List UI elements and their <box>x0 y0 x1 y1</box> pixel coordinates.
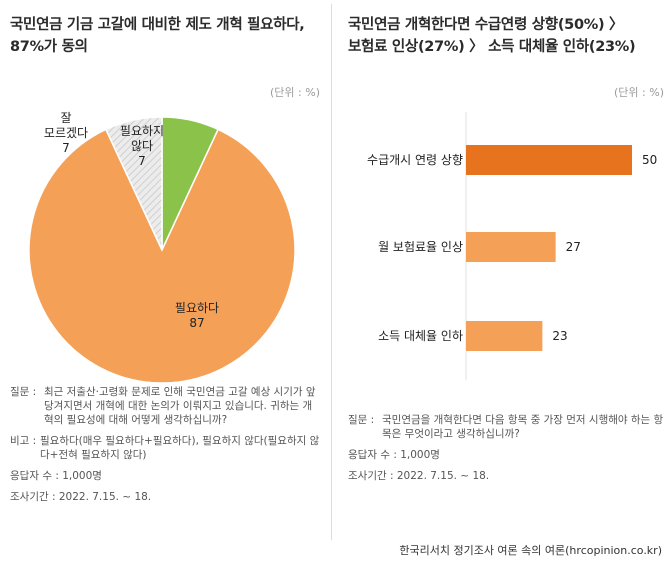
pie-slice-label: 잘 <box>60 111 71 125</box>
left-panel: 국민연금 기금 고갈에 대비한 제도 개혁 필요하다, 87%가 동의 (단위 … <box>0 0 336 540</box>
bar-value-label: 23 <box>552 329 567 343</box>
left-remark: 비고 : 필요하다(매우 필요하다+필요하다), 필요하지 않다(필요하지 않다… <box>10 434 320 462</box>
pie-slice-label: 모르겠다 <box>44 126 88 140</box>
bar-category-label: 수급개시 연령 상향 <box>367 153 463 167</box>
bar-1 <box>466 145 632 175</box>
panel-divider <box>331 4 332 540</box>
pie-slice <box>104 116 163 251</box>
left-title-line-1: 국민연금 기금 고갈에 대비한 제도 개혁 필요하다, <box>10 17 305 33</box>
bar-3 <box>466 321 543 351</box>
left-question-key: 질문 : <box>10 386 37 398</box>
left-unit-label: (단위 : %) <box>270 86 320 99</box>
left-question: 질문 : 최근 저출산·고령화 문제로 인해 국민연금 고갈 예상 시기가 앞당… <box>10 385 320 427</box>
left-respondents: 응답자 수 : 1,000명 <box>10 470 102 482</box>
right-question: 질문 : 국민연금을 개혁한다면 다음 항목 중 가장 먼저 시행해야 하는 항… <box>348 413 666 441</box>
right-title-line-1: 국민연금 개혁한다면 수급연령 상향(50%) 〉 <box>348 17 624 33</box>
left-remark-key: 비고 : <box>10 435 37 447</box>
pie-value-label: 7 <box>62 141 70 155</box>
pie-slice-label: 않다 <box>131 139 153 153</box>
left-title-line-2: 87%가 동의 <box>10 39 88 55</box>
right-question-key: 질문 : <box>348 414 375 426</box>
bar-value-label: 50 <box>642 153 657 167</box>
right-period: 조사기간 : 2022. 7.15. ~ 18. <box>348 470 490 482</box>
right-title-line-2: 보험료 인상(27%) 〉 소득 대체율 인하(23%) <box>348 39 636 55</box>
right-panel: 국민연금 개혁한다면 수급연령 상향(50%) 〉 보험료 인상(27%) 〉 … <box>336 0 672 482</box>
bar-category-label: 월 보험료율 인상 <box>378 240 463 254</box>
left-period: 조사기간 : 2022. 7.15. ~ 18. <box>10 491 152 503</box>
left-remark-text: 필요하다(매우 필요하다+필요하다), 필요하지 않다(필요하지 않다+전혀 필… <box>40 435 320 461</box>
source-footer: 한국리서치 정기조사 여론 속의 여론(hrcopinion.co.kr) <box>399 544 662 557</box>
pie-value-label: 7 <box>138 154 146 168</box>
right-respondents: 응답자 수 : 1,000명 <box>348 449 440 461</box>
pie-slice-label: 필요하다 <box>175 301 219 315</box>
right-notes: 질문 : 국민연금을 개혁한다면 다음 항목 중 가장 먼저 시행해야 하는 항… <box>348 413 666 490</box>
right-chart-title: 국민연금 개혁한다면 수급연령 상향(50%) 〉 보험료 인상(27%) 〉 … <box>348 14 668 58</box>
left-question-text: 최근 저출산·고령화 문제로 인해 국민연금 고갈 예상 시기가 앞당겨지면서 … <box>44 386 316 426</box>
right-question-text: 국민연금을 개혁한다면 다음 항목 중 가장 먼저 시행해야 하는 항목은 무엇… <box>382 414 664 440</box>
pie-value-label: 87 <box>189 316 204 330</box>
bar-value-label: 27 <box>566 240 581 254</box>
pie-slice-label: 필요하지 <box>120 124 164 138</box>
right-unit-label: (단위 : %) <box>614 86 664 99</box>
left-notes: 질문 : 최근 저출산·고령화 문제로 인해 국민연금 고갈 예상 시기가 앞당… <box>10 385 320 511</box>
pie-slice <box>28 128 296 384</box>
bar-category-label: 소득 대체율 인하 <box>378 329 463 343</box>
left-chart-title: 국민연금 기금 고갈에 대비한 제도 개혁 필요하다, 87%가 동의 <box>10 14 330 58</box>
bar-chart: 수급개시 연령 상향 50 월 보험료율 인상 27 소득 대체율 인하 23 <box>367 112 657 380</box>
bar-2 <box>466 232 556 262</box>
